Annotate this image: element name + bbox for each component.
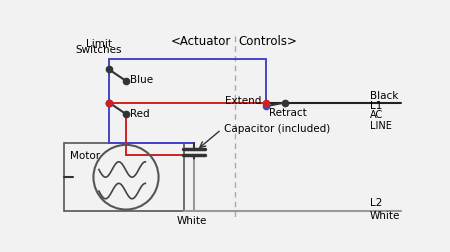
Bar bbox=[64, 144, 184, 211]
Text: L1: L1 bbox=[370, 100, 382, 110]
Text: Extend: Extend bbox=[225, 96, 261, 106]
Text: L2: L2 bbox=[370, 197, 382, 207]
Text: White: White bbox=[370, 210, 400, 220]
Text: Blue: Blue bbox=[130, 75, 153, 85]
Text: Retract: Retract bbox=[270, 107, 307, 117]
Text: Black: Black bbox=[370, 90, 399, 100]
Text: Red: Red bbox=[130, 108, 149, 118]
Text: AC
LINE: AC LINE bbox=[370, 109, 392, 131]
Text: Switches: Switches bbox=[76, 45, 122, 55]
Text: Motor: Motor bbox=[70, 150, 100, 160]
Text: Controls>: Controls> bbox=[238, 35, 297, 47]
Text: White: White bbox=[177, 215, 207, 226]
Text: Limit: Limit bbox=[86, 39, 112, 49]
Text: Capacitor (included): Capacitor (included) bbox=[224, 123, 330, 133]
Text: <Actuator: <Actuator bbox=[170, 35, 230, 47]
